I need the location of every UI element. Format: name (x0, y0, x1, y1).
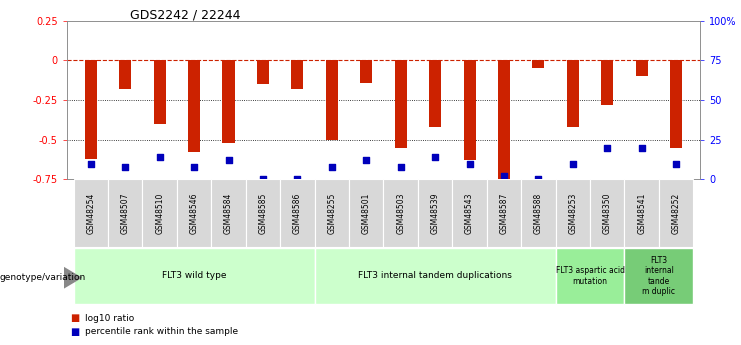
Bar (521, 179, 556, 247)
Bar (211, 179, 246, 247)
Point (119, 164, 131, 169)
Point (429, 155, 441, 160)
Bar (487, 179, 521, 247)
Bar (142, 179, 177, 247)
Text: GSM48585: GSM48585 (259, 193, 268, 234)
Bar (625, 179, 659, 247)
Point (395, 164, 407, 169)
Text: GSM48587: GSM48587 (499, 193, 508, 234)
Bar (601, 60, 614, 105)
Bar (349, 179, 384, 247)
Point (188, 164, 200, 169)
Bar (119, 60, 131, 89)
Point (85, 161, 97, 166)
Text: GSM48350: GSM48350 (602, 192, 612, 234)
Bar (291, 60, 303, 89)
Bar (670, 60, 682, 148)
Bar (84, 60, 97, 159)
Text: GSM48586: GSM48586 (293, 193, 302, 234)
Point (602, 145, 614, 150)
Bar (556, 248, 625, 304)
Bar (315, 179, 349, 247)
Bar (326, 60, 338, 140)
Point (498, 174, 510, 179)
Bar (280, 179, 315, 247)
Bar (636, 60, 648, 76)
Bar (452, 179, 487, 247)
Point (291, 177, 303, 182)
Text: GSM48503: GSM48503 (396, 192, 405, 234)
Text: FLT3
internal
tande
m duplic: FLT3 internal tande m duplic (642, 256, 676, 296)
Text: FLT3 aspartic acid
mutation: FLT3 aspartic acid mutation (556, 266, 625, 286)
Text: GSM48584: GSM48584 (224, 193, 233, 234)
Bar (429, 60, 441, 127)
Text: GSM48541: GSM48541 (637, 193, 646, 234)
Text: GSM48501: GSM48501 (362, 193, 370, 234)
Bar (464, 60, 476, 160)
Bar (108, 179, 142, 247)
Bar (222, 60, 235, 143)
Text: GSM48255: GSM48255 (328, 193, 336, 234)
Bar (384, 179, 418, 247)
Text: GSM48252: GSM48252 (671, 193, 681, 234)
Bar (188, 60, 200, 152)
Text: FLT3 internal tandem duplications: FLT3 internal tandem duplications (358, 272, 512, 280)
Point (360, 158, 372, 163)
Point (533, 177, 545, 182)
Text: GSM48507: GSM48507 (121, 192, 130, 234)
Bar (73, 248, 315, 304)
Bar (567, 60, 579, 127)
Point (153, 155, 165, 160)
Bar (360, 60, 372, 82)
Text: GSM48546: GSM48546 (190, 192, 199, 234)
Bar (395, 60, 407, 148)
Bar (659, 179, 694, 247)
Text: GSM48254: GSM48254 (86, 193, 96, 234)
Text: ■: ■ (70, 327, 79, 337)
Bar (418, 179, 452, 247)
Bar (625, 248, 694, 304)
Text: percentile rank within the sample: percentile rank within the sample (85, 327, 239, 336)
Point (326, 164, 338, 169)
Point (636, 145, 648, 150)
Bar (590, 179, 625, 247)
Point (222, 158, 234, 163)
Text: log10 ratio: log10 ratio (85, 314, 134, 323)
Text: genotype/variation: genotype/variation (0, 273, 86, 282)
Bar (177, 179, 211, 247)
Text: GDS2242 / 22244: GDS2242 / 22244 (130, 9, 240, 22)
Text: ■: ■ (70, 313, 79, 323)
Bar (315, 248, 556, 304)
Bar (556, 179, 590, 247)
Polygon shape (64, 267, 82, 289)
Point (257, 177, 269, 182)
Point (464, 161, 476, 166)
Point (567, 161, 579, 166)
Bar (532, 60, 545, 68)
Bar (246, 179, 280, 247)
Text: GSM48253: GSM48253 (568, 193, 577, 234)
Text: GSM48543: GSM48543 (465, 192, 474, 234)
Text: GSM48510: GSM48510 (155, 193, 165, 234)
Point (670, 161, 682, 166)
Text: FLT3 wild type: FLT3 wild type (162, 272, 226, 280)
Text: GSM48588: GSM48588 (534, 193, 543, 234)
Bar (257, 60, 269, 84)
Bar (153, 60, 166, 124)
Bar (498, 60, 510, 184)
Text: GSM48539: GSM48539 (431, 192, 439, 234)
Bar (73, 179, 108, 247)
